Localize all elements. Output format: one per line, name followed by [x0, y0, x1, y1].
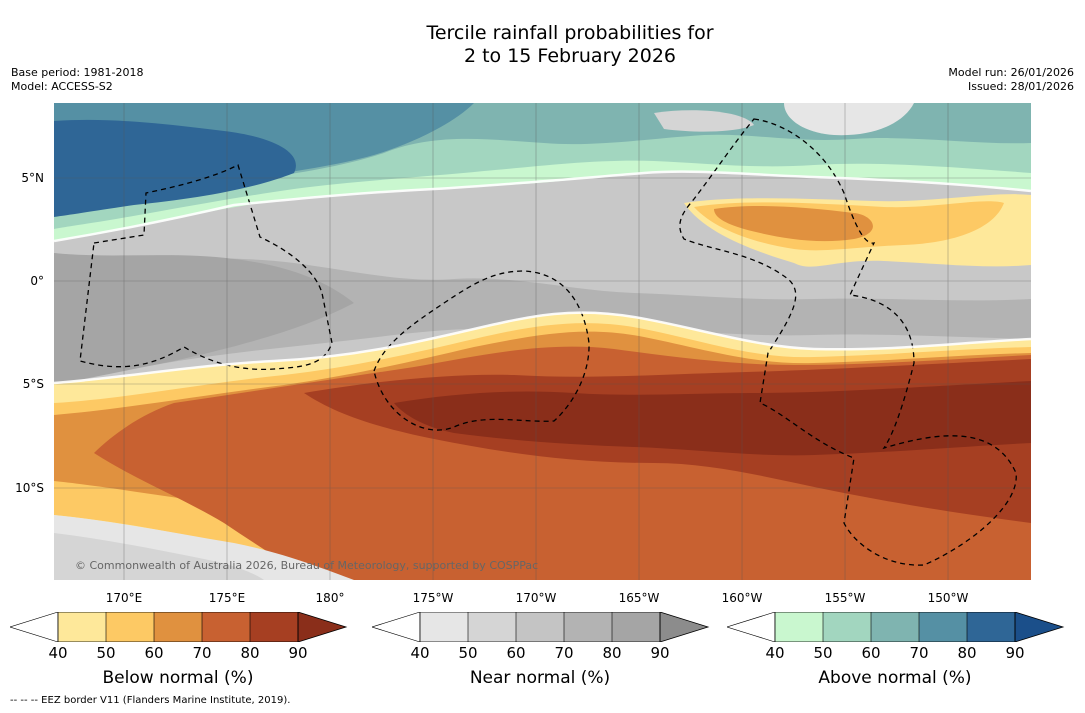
eez-border-west — [79, 164, 333, 371]
lon-label-175w: 175°W — [412, 591, 454, 605]
cb-above-tick: 70 — [909, 644, 929, 662]
cb-near-swatch-0 — [370, 611, 421, 643]
near-normal-patch-ne — [784, 103, 914, 136]
cb-below-tick: 50 — [96, 644, 116, 662]
cb-near-tick: 80 — [602, 644, 622, 662]
cb-near-swatch-4 — [564, 612, 612, 642]
cb-below-swatch-5 — [250, 612, 298, 642]
copyright-notice: © Commonwealth of Australia 2026, Bureau… — [75, 559, 539, 572]
lat-label-0: 0° — [30, 274, 44, 288]
eez-border-central — [373, 270, 590, 431]
meta-left: Base period: 1981-2018 Model: ACCESS-S2 — [11, 66, 143, 94]
cb-near-swatch-2 — [468, 612, 516, 642]
cb-below-tick: 60 — [144, 644, 164, 662]
cb-below-tick: 80 — [240, 644, 260, 662]
cb-below-swatch-0 — [8, 611, 59, 643]
cb-above-swatch-4 — [919, 612, 967, 642]
cb-below-tick: 40 — [48, 644, 68, 662]
eez-legend-footer: -- -- -- EEZ border V11 (Flanders Marine… — [10, 695, 291, 706]
lon-label-180: 180° — [315, 591, 345, 605]
cb-above-swatch-0 — [725, 611, 776, 643]
lon-label-150w: 150°W — [927, 591, 969, 605]
cb-above-swatch-2 — [823, 612, 871, 642]
cb-below-swatch-4 — [202, 612, 250, 642]
near-normal-patch-ne-2 — [654, 110, 754, 132]
colorbar-above-label: Above normal (%) — [818, 668, 972, 688]
cb-below-tick: 70 — [192, 644, 212, 662]
cb-above-tick: 50 — [813, 644, 833, 662]
cb-near-tick: 70 — [554, 644, 574, 662]
cb-near-tick: 40 — [410, 644, 430, 662]
base-period: Base period: 1981-2018 — [11, 66, 144, 79]
cb-near-tick: 60 — [506, 644, 526, 662]
colorbar-near-label: Near normal (%) — [469, 668, 611, 688]
cb-above-tick: 40 — [765, 644, 785, 662]
cb-below-tick: 90 — [288, 644, 308, 662]
cb-near-swatch-3 — [516, 612, 564, 642]
issued-date: Issued: 28/01/2026 — [967, 80, 1074, 93]
model-name: Model: ACCESS-S2 — [11, 80, 113, 93]
title-line-1: Tercile rainfall probabilities for — [426, 22, 714, 44]
cb-near-swatch-6 — [660, 612, 708, 642]
lon-label-155w: 155°W — [824, 591, 866, 605]
cb-below-swatch-3 — [154, 612, 202, 642]
cb-above-swatch-1 — [775, 612, 823, 642]
cb-above-swatch-5 — [967, 612, 1015, 642]
cb-below-swatch-1 — [58, 612, 106, 642]
cb-near-tick: 50 — [458, 644, 478, 662]
meta-right: Model run: 26/01/2026 Issued: 28/01/2026 — [948, 66, 1074, 94]
lon-label-170e: 170°E — [105, 591, 143, 605]
eez-borders — [79, 118, 1017, 566]
lat-label-5s: 5°S — [22, 377, 44, 391]
contour-highlights — [54, 170, 1031, 385]
lat-label-5n: 5°N — [21, 171, 44, 185]
lon-label-165w: 165°W — [618, 591, 660, 605]
lon-label-170w: 170°W — [515, 591, 557, 605]
cb-above-tick: 90 — [1005, 644, 1025, 662]
lon-label-160w: 160°W — [721, 591, 763, 605]
lat-label-10s: 10°S — [15, 481, 44, 495]
cb-near-swatch-5 — [612, 612, 660, 642]
near-normal-zone-80 — [54, 253, 354, 385]
below-normal-zone-90 — [394, 381, 1031, 456]
cb-above-tick: 80 — [957, 644, 977, 662]
model-run: Model run: 26/01/2026 — [948, 66, 1074, 79]
cb-above-tick: 60 — [861, 644, 881, 662]
colorbar-below-label: Below normal (%) — [102, 668, 254, 688]
near-normal-patch-sw-2 — [54, 533, 264, 580]
cb-near-swatch-1 — [420, 612, 468, 642]
colorbar-below-normal — [8, 611, 350, 646]
cb-above-swatch-3 — [871, 612, 919, 642]
cb-below-swatch-6 — [298, 612, 346, 642]
cb-below-swatch-2 — [106, 612, 154, 642]
colorbar-near-normal — [370, 611, 712, 646]
map-title: Tercile rainfall probabilities for 2 to … — [0, 22, 1085, 68]
cb-near-tick: 90 — [650, 644, 670, 662]
rainfall-map — [54, 103, 1031, 580]
above-normal-zone-80 — [54, 119, 296, 217]
below-normal-ne-60 — [714, 206, 873, 242]
title-line-2: 2 to 15 February 2026 — [463, 45, 677, 67]
lon-label-175e: 175°E — [208, 591, 246, 605]
colorbar-above-normal — [725, 611, 1067, 646]
cb-above-swatch-6 — [1015, 612, 1063, 642]
